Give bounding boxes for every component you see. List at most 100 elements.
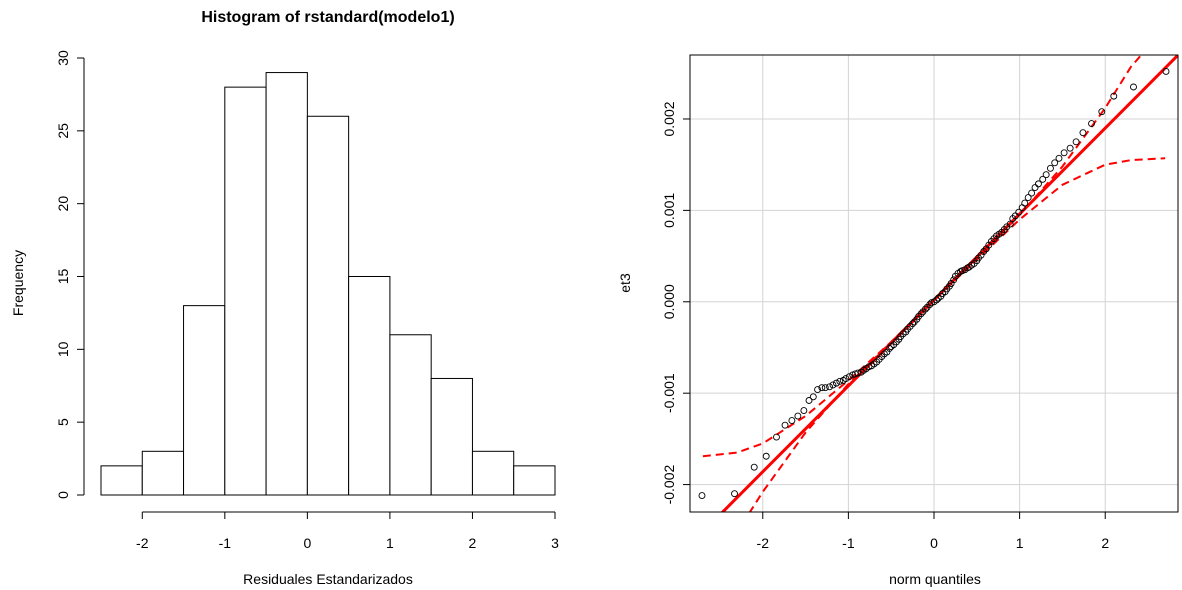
qq-point bbox=[821, 384, 829, 392]
qq-point bbox=[1039, 175, 1047, 183]
qq-x-axis: -2 -1 0 1 2 bbox=[757, 512, 1109, 551]
qq-point bbox=[909, 320, 917, 328]
histogram-bar bbox=[265, 72, 308, 496]
histogram-y-tick-label: 25 bbox=[55, 123, 71, 139]
qq-x-tick-label: -2 bbox=[757, 535, 770, 551]
histogram-x-axis: -2 -1 0 1 2 3 bbox=[136, 511, 559, 551]
qq-point bbox=[917, 310, 925, 318]
qq-point bbox=[832, 379, 840, 387]
qq-point bbox=[1021, 199, 1029, 207]
qq-grid bbox=[690, 55, 1178, 512]
qq-point bbox=[809, 393, 817, 401]
histogram-bar bbox=[513, 465, 556, 496]
qq-point bbox=[818, 384, 826, 392]
qq-y-label: et3 bbox=[617, 273, 633, 293]
qq-points bbox=[698, 68, 1170, 499]
qq-point bbox=[731, 490, 738, 498]
qq-x-label: norm quantiles bbox=[889, 571, 981, 587]
qq-point bbox=[845, 373, 853, 381]
qq-point bbox=[698, 492, 706, 499]
qq-point bbox=[836, 377, 844, 385]
qq-point bbox=[750, 463, 758, 471]
qq-point bbox=[788, 417, 796, 425]
histogram-x-label: Residuales Estandarizados bbox=[243, 571, 413, 587]
qq-point bbox=[1011, 212, 1019, 220]
qq-point bbox=[1031, 184, 1039, 191]
histogram-bar bbox=[471, 450, 515, 496]
qq-plot-lines bbox=[702, 55, 1178, 512]
qq-x-tick-label: 1 bbox=[1016, 535, 1024, 551]
qq-y-tick-label: -0.002 bbox=[661, 465, 677, 505]
qq-point bbox=[1051, 159, 1059, 167]
qq-point bbox=[1028, 189, 1036, 197]
qq-point bbox=[1088, 120, 1095, 128]
histogram-title: Histogram of rstandard(modelo1) bbox=[201, 9, 454, 26]
qq-point bbox=[1042, 171, 1050, 179]
histogram-bar bbox=[430, 377, 473, 496]
histogram-y-axis: 0 5 10 15 20 25 30 bbox=[55, 50, 85, 499]
qq-point bbox=[781, 421, 789, 429]
qq-point bbox=[1066, 144, 1074, 152]
histogram-x-tick-label: -1 bbox=[219, 535, 232, 551]
qq-y-axis: -0.002 -0.001 0.000 0.001 0.002 bbox=[661, 101, 690, 504]
histogram-x-tick-label: -2 bbox=[136, 535, 149, 551]
histogram-bar bbox=[100, 465, 143, 496]
qq-point bbox=[800, 407, 808, 414]
histogram-y-tick-label: 15 bbox=[55, 269, 71, 285]
qq-point bbox=[854, 369, 862, 377]
histogram-y-tick-label: 0 bbox=[55, 491, 71, 499]
qq-reference-line bbox=[720, 55, 1178, 512]
qq-point bbox=[886, 344, 893, 352]
histogram-x-tick-label: 2 bbox=[469, 535, 477, 551]
qq-point bbox=[805, 397, 813, 404]
histogram-bar bbox=[224, 86, 267, 496]
histogram-y-tick-label: 30 bbox=[55, 50, 71, 66]
qq-point bbox=[1162, 68, 1170, 75]
qq-point bbox=[773, 433, 780, 441]
qq-x-tick-label: 0 bbox=[930, 535, 938, 551]
histogram-x-tick-label: 1 bbox=[386, 535, 394, 551]
qq-y-tick-label: 0.000 bbox=[661, 284, 677, 319]
qq-point bbox=[1079, 129, 1087, 137]
histogram-chart: Histogram of rstandard(modelo1) -2 -1 0 1 2 3… bbox=[10, 9, 559, 587]
histogram-y-tick-label: 20 bbox=[55, 196, 71, 212]
histogram-bar bbox=[389, 334, 432, 496]
qq-point bbox=[921, 305, 929, 313]
histogram-x-tick-label: 0 bbox=[303, 535, 311, 551]
qq-x-tick-label: -1 bbox=[842, 535, 855, 551]
qq-point bbox=[762, 452, 770, 460]
histogram-bar bbox=[306, 115, 350, 496]
histogram-bar bbox=[183, 305, 226, 496]
qq-point bbox=[1006, 220, 1014, 228]
qq-point bbox=[829, 381, 837, 389]
histogram-bars bbox=[100, 72, 556, 496]
qq-point bbox=[1130, 83, 1137, 91]
qq-point bbox=[933, 296, 941, 304]
qq-x-tick-label: 2 bbox=[1101, 535, 1109, 551]
histogram-x-tick-label: 3 bbox=[551, 535, 559, 551]
histogram-y-tick-label: 5 bbox=[55, 418, 71, 426]
qq-point bbox=[1098, 108, 1106, 116]
qq-point bbox=[1072, 138, 1080, 146]
qq-point bbox=[1060, 149, 1068, 157]
qq-point bbox=[1034, 180, 1042, 188]
qq-y-tick-label: 0.001 bbox=[661, 193, 677, 228]
qq-plot-chart: -2 -1 0 1 2 -0.002 -0.001 0.000 0.001 0.002 norm… bbox=[617, 54, 1179, 587]
qq-point bbox=[826, 383, 834, 391]
qq-y-tick-label: 0.002 bbox=[661, 101, 677, 136]
qq-point bbox=[814, 386, 822, 393]
qq-point bbox=[1015, 208, 1023, 216]
histogram-y-label: Frequency bbox=[10, 250, 26, 316]
qq-point bbox=[1055, 154, 1063, 162]
qq-point bbox=[1024, 194, 1032, 202]
qq-point bbox=[1110, 92, 1118, 100]
qq-point bbox=[842, 375, 850, 383]
histogram-y-tick-label: 10 bbox=[55, 341, 71, 357]
qq-point bbox=[950, 276, 958, 284]
qq-point bbox=[794, 412, 802, 420]
qq-point bbox=[1046, 164, 1054, 172]
histogram-bar bbox=[348, 276, 391, 496]
histogram-bar bbox=[141, 450, 185, 496]
qq-y-tick-label: -0.001 bbox=[661, 373, 677, 413]
